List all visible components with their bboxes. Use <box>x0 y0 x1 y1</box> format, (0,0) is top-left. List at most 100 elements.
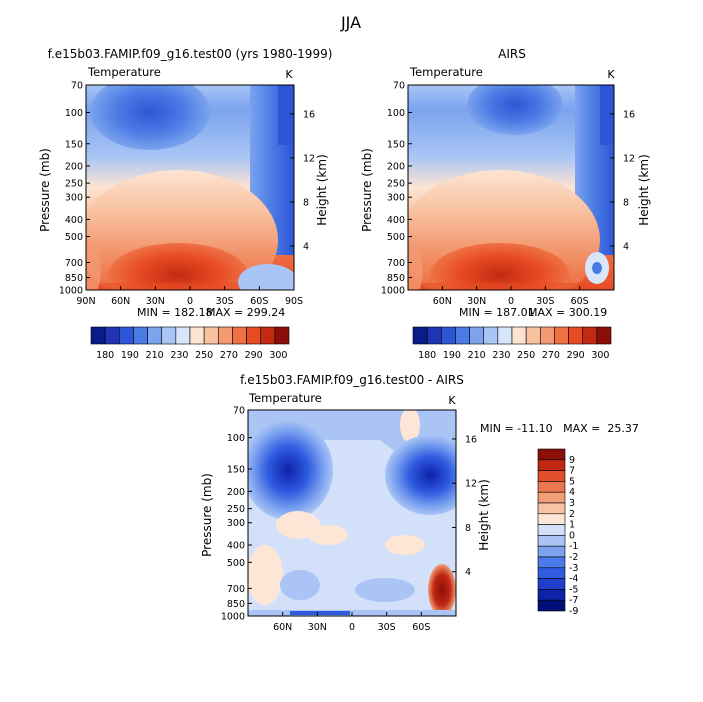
y-tick-label: 150 <box>227 465 245 476</box>
y2-tick-label: 4 <box>303 241 309 252</box>
difference-variable-label: Temperature <box>248 391 322 405</box>
colorbar-label: 300 <box>591 350 609 361</box>
y-tick-label: 300 <box>227 518 245 529</box>
model-min-label: MIN = 182.18 <box>137 306 213 319</box>
y2-tick-label: 8 <box>465 523 471 534</box>
colorbar-label: 180 <box>96 350 114 361</box>
colorbar-swatch <box>189 326 205 345</box>
x-tick-label: 60S <box>250 296 268 307</box>
y2-tick-label: 12 <box>623 153 635 164</box>
colorbar-swatch <box>537 491 566 504</box>
y-tick-label: 250 <box>227 504 245 515</box>
y-tick-label: 70 <box>233 406 245 417</box>
x-tick-label: 90N <box>76 296 95 307</box>
colorbar-label: 180 <box>418 350 436 361</box>
y-tick-label: 700 <box>65 258 83 269</box>
colorbar-swatch <box>596 326 612 345</box>
colorbar-swatch <box>537 556 566 569</box>
x-tick-label: 60S <box>571 296 589 307</box>
colorbar-swatch <box>537 502 566 515</box>
colorbar-label: 210 <box>146 350 164 361</box>
model-contour-field <box>86 85 294 290</box>
y2-tick-label: 4 <box>623 241 629 252</box>
model-y2-ticks: 16 12 8 4 <box>290 109 315 252</box>
y2-tick-label: 16 <box>623 109 635 120</box>
colorbar-swatch <box>537 470 566 482</box>
colorbar-label: 250 <box>195 350 213 361</box>
airs-variable-label: Temperature <box>409 65 483 79</box>
colorbar-swatch <box>118 326 134 345</box>
x-tick-label: 60N <box>273 622 292 633</box>
y2-tick-label: 12 <box>303 153 315 164</box>
colorbar-swatch <box>537 513 566 525</box>
y-tick-label: 100 <box>227 433 245 444</box>
colorbar-swatch <box>537 524 566 536</box>
airs-title: AIRS <box>498 47 526 61</box>
x-tick-label: 0 <box>349 622 355 633</box>
airs-x-ticks: 60N 30N 0 30S 60S <box>433 286 589 307</box>
colorbar-swatch <box>203 326 219 345</box>
colorbar-swatch <box>537 589 566 601</box>
colorbar-swatch <box>104 326 120 345</box>
colorbar-label: 7 <box>569 466 575 477</box>
difference-contour-field <box>248 410 456 616</box>
colorbar-swatch <box>511 326 527 345</box>
colorbar-label: 2 <box>569 509 575 520</box>
y-tick-label: 1000 <box>59 286 83 297</box>
colorbar-label: 190 <box>443 350 461 361</box>
y-tick-label: 500 <box>65 232 83 243</box>
colorbar-swatch <box>469 326 485 345</box>
x-tick-label: 60N <box>111 296 130 307</box>
model-colorbar: 180 190 210 230 250 270 290 300 <box>90 326 290 361</box>
airs-ylabel: Pressure (mb) <box>360 148 374 232</box>
colorbar-label: -5 <box>569 584 578 595</box>
x-tick-label: 60N <box>433 296 452 307</box>
y-tick-label: 70 <box>393 81 405 92</box>
model-y2label: Height (km) <box>315 154 329 225</box>
colorbar-swatch <box>537 459 566 471</box>
airs-y2-ticks: 16 12 8 4 <box>610 109 635 252</box>
y-tick-label: 850 <box>65 273 83 284</box>
difference-y2label: Height (km) <box>477 479 491 550</box>
y-tick-label: 150 <box>387 139 405 150</box>
colorbar-swatch <box>582 326 598 345</box>
y2-tick-label: 12 <box>465 479 477 490</box>
colorbar-label: -1 <box>569 541 578 552</box>
model-title: f.e15b03.FAMIP.f09_g16.test00 (yrs 1980-… <box>48 47 333 61</box>
colorbar-swatch <box>274 326 290 345</box>
colorbar-label: 4 <box>569 487 575 498</box>
colorbar-label: 9 <box>569 455 575 466</box>
colorbar-swatch <box>537 535 566 547</box>
colorbar-swatch <box>537 599 566 612</box>
colorbar-label: 5 <box>569 476 575 487</box>
colorbar-swatch <box>440 326 456 345</box>
x-tick-label: 30N <box>308 622 327 633</box>
y-tick-label: 400 <box>387 215 405 226</box>
x-tick-label: 30N <box>467 296 486 307</box>
y-tick-label: 250 <box>65 179 83 190</box>
airs-y2label: Height (km) <box>637 154 651 225</box>
colorbar-swatch <box>539 326 555 345</box>
y-tick-label: 1000 <box>221 612 245 623</box>
colorbar-swatch <box>525 326 541 345</box>
colorbar-swatch <box>175 326 191 345</box>
x-tick-label: 60S <box>412 622 430 633</box>
model-ylabel: Pressure (mb) <box>38 148 52 232</box>
colorbar-label: 3 <box>569 498 575 509</box>
y-tick-label: 100 <box>65 108 83 119</box>
y2-tick-label: 4 <box>465 567 471 578</box>
y2-tick-label: 8 <box>303 197 309 208</box>
colorbar-swatch <box>426 326 442 345</box>
colorbar-label: 290 <box>245 350 263 361</box>
colorbar-swatch <box>537 545 566 558</box>
colorbar-label: 190 <box>121 350 139 361</box>
colorbar-label: 230 <box>170 350 188 361</box>
model-x-ticks: 90N 60N 30N 0 30S 60S 90S <box>76 286 303 307</box>
x-tick-label: 30S <box>378 622 396 633</box>
difference-title: f.e15b03.FAMIP.f09_g16.test00 - AIRS <box>240 373 464 387</box>
main-title: JJA <box>340 13 361 32</box>
colorbar-label: 270 <box>542 350 560 361</box>
difference-y-ticks: 70 100 150 200 250 300 400 500 700 850 1000 <box>221 406 252 623</box>
